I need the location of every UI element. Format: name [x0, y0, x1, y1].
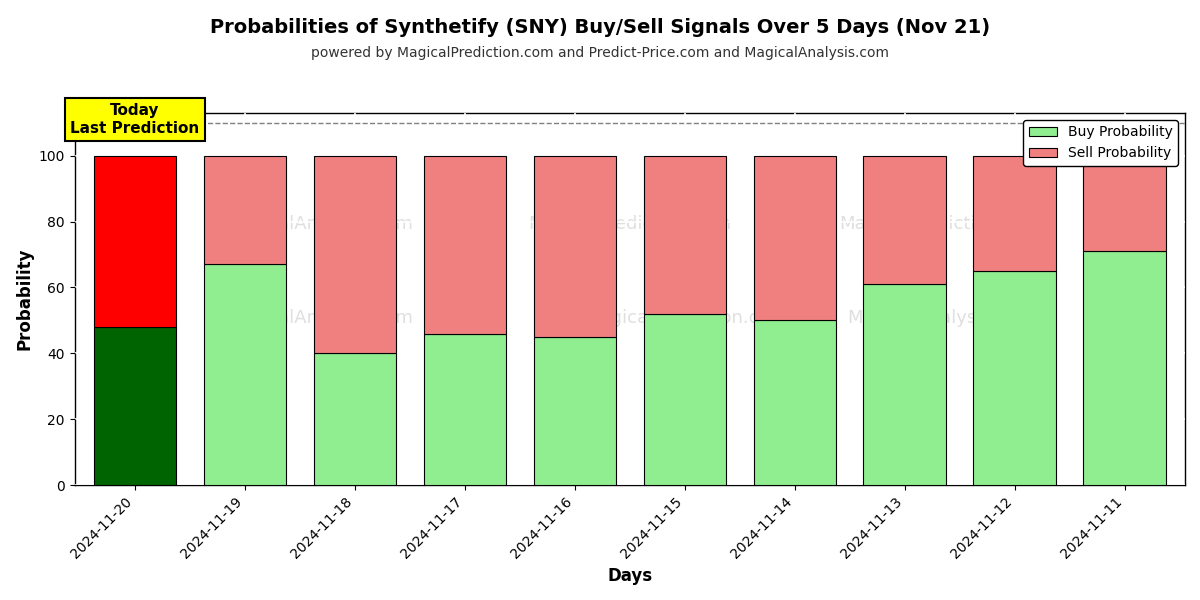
Bar — [534, 337, 616, 485]
Text: MagicalPrediction.com: MagicalPrediction.com — [528, 215, 731, 233]
Text: Probabilities of Synthetify (SNY) Buy/Sell Signals Over 5 Days (Nov 21): Probabilities of Synthetify (SNY) Buy/Se… — [210, 18, 990, 37]
Legend: Buy Probability, Sell Probability: Buy Probability, Sell Probability — [1024, 120, 1178, 166]
Bar — [313, 155, 396, 353]
Text: MagicalAnalysis.com: MagicalAnalysis.com — [224, 215, 413, 233]
Text: MagicalAnalysis.com: MagicalAnalysis.com — [224, 308, 413, 326]
Bar — [424, 334, 506, 485]
Bar — [864, 284, 946, 485]
Text: Today
Last Prediction: Today Last Prediction — [71, 103, 199, 136]
Bar — [864, 155, 946, 284]
Bar — [973, 155, 1056, 271]
Bar — [424, 155, 506, 334]
Bar — [204, 265, 287, 485]
Bar — [534, 155, 616, 337]
Y-axis label: Probability: Probability — [16, 248, 34, 350]
Bar — [1084, 251, 1165, 485]
Bar — [204, 155, 287, 265]
Bar — [94, 155, 176, 327]
Bar — [313, 353, 396, 485]
Bar — [754, 320, 836, 485]
Bar — [973, 271, 1056, 485]
Bar — [643, 314, 726, 485]
Text: MagicalPrediction.com: MagicalPrediction.com — [584, 308, 787, 326]
X-axis label: Days: Days — [607, 567, 653, 585]
Text: powered by MagicalPrediction.com and Predict-Price.com and MagicalAnalysis.com: powered by MagicalPrediction.com and Pre… — [311, 46, 889, 60]
Bar — [754, 155, 836, 320]
Bar — [643, 155, 726, 314]
Bar — [94, 327, 176, 485]
Bar — [1084, 155, 1165, 251]
Text: MagicalPrediction.com: MagicalPrediction.com — [839, 215, 1043, 233]
Text: MagicalAnalysis.com: MagicalAnalysis.com — [847, 308, 1034, 326]
